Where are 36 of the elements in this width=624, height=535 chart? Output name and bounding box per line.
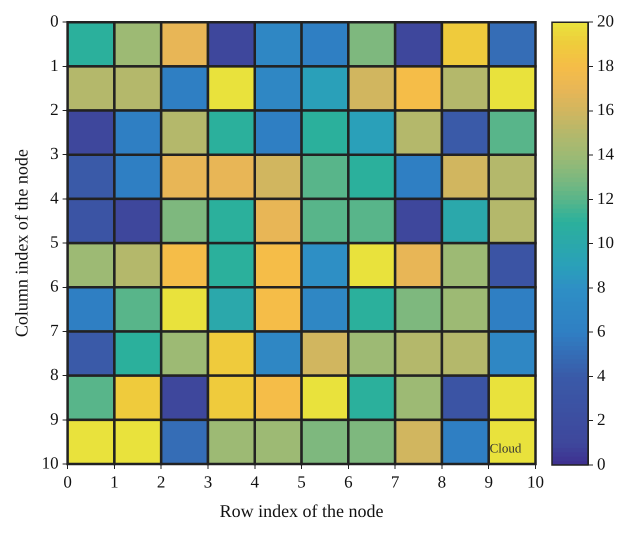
y-tick-label: 5 xyxy=(50,232,59,252)
y-tick-label: 2 xyxy=(50,100,59,120)
x-tick-label: 10 xyxy=(527,472,544,492)
y-tick-label: 0 xyxy=(50,12,59,31)
color-bar-label: 8 xyxy=(597,277,606,296)
y-tick-label: 10 xyxy=(42,453,59,472)
x-tick-label: 5 xyxy=(297,472,306,492)
x-tick-label: 7 xyxy=(390,472,400,492)
color-bar-label: 18 xyxy=(597,56,614,75)
color-bar-label: 16 xyxy=(597,100,614,120)
y-tick-label: 3 xyxy=(50,144,59,164)
y-tick-label: 9 xyxy=(50,409,59,428)
color-bar-label: 2 xyxy=(597,410,606,430)
x-tick-label: 1 xyxy=(110,472,119,492)
x-tick-label: 9 xyxy=(484,472,493,492)
color-bar-label: 20 xyxy=(597,12,614,31)
x-tick-label: 6 xyxy=(344,472,353,492)
color-bar-label: 14 xyxy=(597,144,614,164)
color-bar-label: 10 xyxy=(597,233,614,252)
x-tick-label: 3 xyxy=(204,472,212,492)
x-tick-label: 2 xyxy=(156,472,166,492)
color-bar-label: 0 xyxy=(597,454,606,474)
x-tick-label: 4 xyxy=(250,472,260,492)
y-tick-label: 6 xyxy=(50,276,59,296)
color-bar-label: 12 xyxy=(597,188,614,208)
annotation: Cloud xyxy=(490,440,522,456)
y-tick-label: 1 xyxy=(50,56,59,75)
y-tick-label: 4 xyxy=(50,188,60,208)
x-axis-title: Row index of the node xyxy=(220,500,384,521)
y-tick-label: 8 xyxy=(50,365,59,384)
color-bar-label: 4 xyxy=(597,366,606,385)
x-tick-label: 0 xyxy=(63,472,72,492)
y-axis-title: Column index of the node xyxy=(12,149,32,338)
y-tick-label: 7 xyxy=(50,320,60,340)
x-tick-label: 8 xyxy=(438,472,446,492)
color-bar-label: 6 xyxy=(597,322,606,341)
